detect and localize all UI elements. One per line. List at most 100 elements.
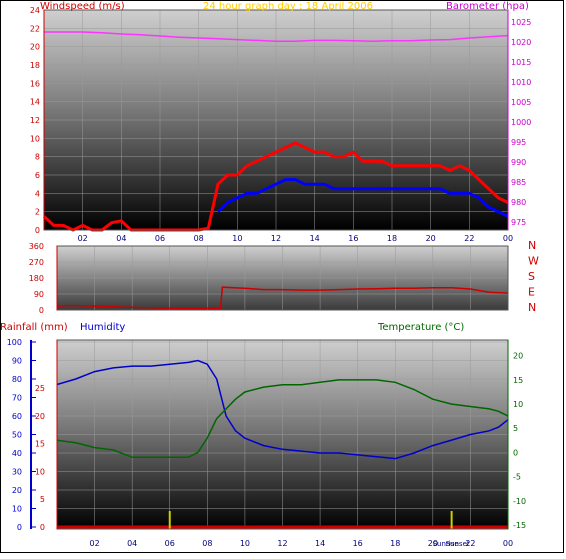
- wind-y-tick-label: 22: [30, 24, 40, 33]
- compass-label: N: [528, 239, 536, 252]
- rht-panel-axis-labels: 01020304050607080901000510152025-15-10-5…: [7, 338, 526, 548]
- wind-x-tick-label: 02: [78, 234, 88, 243]
- barometer-axis-title: Barometer (hpa): [446, 1, 529, 12]
- humidity-axis-title: Humidity: [80, 322, 125, 333]
- wind-direction-series-line: [56, 286, 509, 309]
- wind-x-tick-label: 08: [194, 234, 204, 243]
- humidity-y-tick-label: 70: [12, 394, 22, 403]
- rht-x-tick-label: 02: [89, 539, 99, 548]
- temperature-y-tick-label: -5: [513, 473, 521, 482]
- rht-x-tick-label: 12: [277, 539, 287, 548]
- humidity-y-tick-label: 80: [12, 375, 22, 384]
- humidity-y-tick-label: 0: [17, 523, 22, 532]
- wind-y-tick-label: 8: [35, 153, 40, 162]
- rain-y-tick-label: 20: [35, 412, 45, 421]
- rain-y-tick-label: 5: [40, 495, 45, 504]
- wind-panel-marks: [42, 31, 509, 232]
- barometer-y-tick-label: 1000: [511, 118, 531, 127]
- rht-x-tick-label: 04: [127, 539, 137, 548]
- wind-y-tick-label: 20: [30, 43, 40, 52]
- barometer-y-tick-label: 995: [511, 138, 526, 147]
- wind-average-series-line: [216, 178, 509, 218]
- wind-y-tick-label: 6: [35, 171, 40, 180]
- wind-x-tick-label: 06: [155, 234, 165, 243]
- temperature-y-tick-label: 5: [513, 424, 518, 433]
- direction-y-tick-label: 360: [29, 242, 44, 251]
- barometer-series-line: [44, 31, 509, 42]
- rht-x-tick-label: 08: [202, 539, 212, 548]
- sunrise-label: Sunrise: [433, 540, 459, 548]
- wind-y-tick-label: 18: [30, 61, 40, 70]
- humidity-y-tick-label: 90: [12, 357, 22, 366]
- wind-y-tick-label: 16: [30, 79, 40, 88]
- wind-x-tick-label: 10: [232, 234, 242, 243]
- humidity-y-tick-label: 20: [12, 486, 22, 495]
- compass-label: E: [528, 286, 535, 299]
- temperature-y-tick-label: -15: [513, 521, 526, 530]
- temperature-y-tick-label: 10: [513, 400, 523, 409]
- humidity-y-tick-label: 40: [12, 449, 22, 458]
- wind-y-tick-label: 12: [30, 116, 40, 125]
- temperature-y-tick-label: 20: [513, 352, 523, 361]
- barometer-y-tick-label: 1025: [511, 18, 531, 27]
- temperature-series-line: [56, 379, 509, 459]
- direction-panel-axis-labels: 0 90 180 270 360: [29, 242, 44, 315]
- wind-panel-axis-labels: 0246810121416182022249759809859909951000…: [30, 6, 532, 243]
- windspeed-axis-title: Windspeed (m/s): [40, 1, 125, 12]
- wind-x-tick-label: 00: [503, 234, 513, 243]
- rht-panel-marks: [56, 359, 509, 529]
- chart-title: 24 hour graph day : 18 April 2006: [203, 1, 373, 12]
- wind-x-tick-label: 16: [348, 234, 358, 243]
- wind-x-tick-label: 04: [116, 234, 126, 243]
- sunset-label: Sunset: [446, 540, 470, 548]
- temperature-axis-title: Temperature (°C): [377, 322, 464, 333]
- wind-x-tick-label: 22: [464, 234, 474, 243]
- rain-y-tick-label: 25: [35, 384, 45, 393]
- direction-y-tick-label: 180: [29, 274, 44, 283]
- direction-y-tick-label: 0: [39, 306, 44, 315]
- rht-x-tick-label: 16: [353, 539, 363, 548]
- temperature-y-tick-label: 0: [513, 448, 518, 457]
- compass-label: S: [528, 270, 535, 283]
- barometer-y-tick-label: 1020: [511, 38, 531, 47]
- wind-y-tick-label: 24: [30, 6, 40, 15]
- wind-x-tick-label: 14: [310, 234, 320, 243]
- direction-y-tick-label: 270: [29, 258, 44, 267]
- humidity-y-tick-label: 10: [12, 505, 22, 514]
- wind-y-tick-label: 4: [35, 189, 40, 198]
- windspeed-series-line: [42, 141, 509, 232]
- barometer-y-tick-label: 990: [511, 158, 526, 167]
- barometer-y-tick-label: 1005: [511, 98, 531, 107]
- rht-x-tick-label: 18: [390, 539, 400, 548]
- barometer-y-tick-label: 1010: [511, 78, 531, 87]
- rain-y-tick-label: 10: [35, 467, 45, 476]
- compass-label: N: [528, 301, 536, 314]
- wind-x-tick-label: 20: [426, 234, 436, 243]
- compass-label: W: [528, 255, 539, 268]
- rht-x-tick-label: 20: [428, 539, 438, 548]
- humidity-y-tick-label: 50: [12, 431, 22, 440]
- wind-x-tick-label: 18: [387, 234, 397, 243]
- rht-x-tick-label: 00: [503, 539, 513, 548]
- wind-y-tick-label: 2: [35, 208, 40, 217]
- wind-y-tick-label: 0: [35, 226, 40, 235]
- rht-x-tick-label: 06: [165, 539, 175, 548]
- barometer-y-tick-label: 980: [511, 198, 526, 207]
- humidity-y-tick-label: 60: [12, 412, 22, 421]
- wind-x-tick-label: 12: [271, 234, 281, 243]
- rht-x-tick-label: 14: [315, 539, 325, 548]
- rain-y-tick-label: 15: [35, 440, 45, 449]
- temperature-y-tick-label: -10: [513, 497, 526, 506]
- rainfall-axis-title: Rainfall (mm): [0, 322, 68, 333]
- barometer-y-tick-label: 1015: [511, 58, 531, 67]
- temperature-y-tick-label: 15: [513, 376, 523, 385]
- direction-panel-marks: [56, 286, 509, 309]
- humidity-y-tick-label: 30: [12, 468, 22, 477]
- rht-x-tick-label: 10: [240, 539, 250, 548]
- barometer-y-tick-label: 975: [511, 218, 526, 227]
- wind-y-tick-label: 14: [30, 98, 40, 107]
- direction-y-tick-label: 90: [34, 290, 44, 299]
